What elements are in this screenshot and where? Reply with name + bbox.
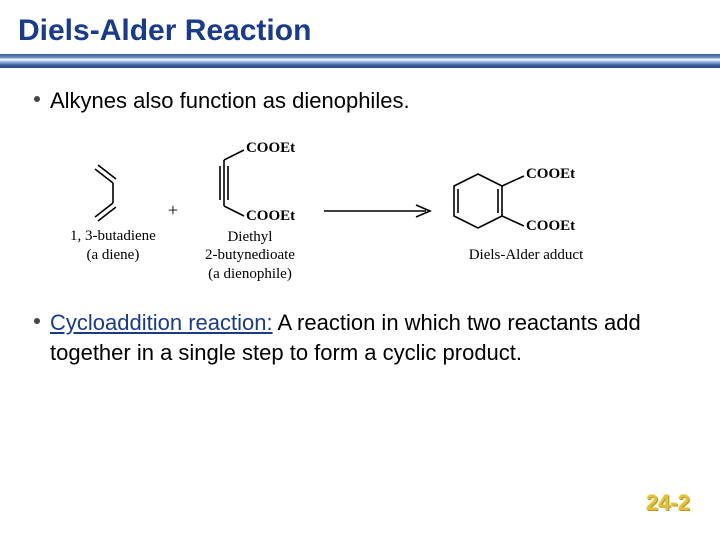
page-number: 24-2 <box>646 490 690 516</box>
reactant-diene: 1, 3-butadiene (a diene) <box>70 157 156 265</box>
bullet-2-text: Cycloaddition reaction: A reaction in wh… <box>50 308 686 367</box>
bullet-2: Cycloaddition reaction: A reaction in wh… <box>34 308 686 367</box>
product-cooet-top: COOEt <box>526 166 575 183</box>
reactant1-sub: (a diene) <box>86 247 139 263</box>
butadiene-structure-icon <box>83 157 143 227</box>
plus-sign: + <box>164 200 182 221</box>
cooet-top: COOEt <box>246 140 295 157</box>
product-adduct: COOEt COOEt Diels-Alder adduct <box>446 156 606 265</box>
divider-banner <box>0 54 720 68</box>
reactant1-name: 1, 3-butadiene <box>70 228 156 244</box>
slide-body: Alkynes also function as dienophiles. 1,… <box>0 68 720 367</box>
slide-title: Diels-Alder Reaction <box>0 0 720 54</box>
bullet-1-text: Alkynes also function as dienophiles. <box>50 86 410 116</box>
cooet-bot: COOEt <box>246 208 295 225</box>
bullet-dot-icon <box>34 96 40 102</box>
product-name: Diels-Alder adduct <box>469 246 584 265</box>
reactant-dienophile: COOEt COOEt Diethyl 2-butynedioate (a di… <box>190 138 310 284</box>
bullet-1: Alkynes also function as dienophiles. <box>34 86 686 116</box>
bullet-dot-icon <box>34 318 40 324</box>
reactant2-line2: 2-butynedioate <box>205 247 295 263</box>
reactant2-name: Diethyl <box>227 229 272 245</box>
product-cooet-bot: COOEt <box>526 218 575 235</box>
reactant2-sub: (a dienophile) <box>208 266 292 282</box>
definition-term: Cycloaddition reaction: <box>50 310 273 335</box>
reaction-arrow-icon <box>318 196 438 226</box>
reaction-scheme: 1, 3-butadiene (a diene) + <box>34 138 686 284</box>
